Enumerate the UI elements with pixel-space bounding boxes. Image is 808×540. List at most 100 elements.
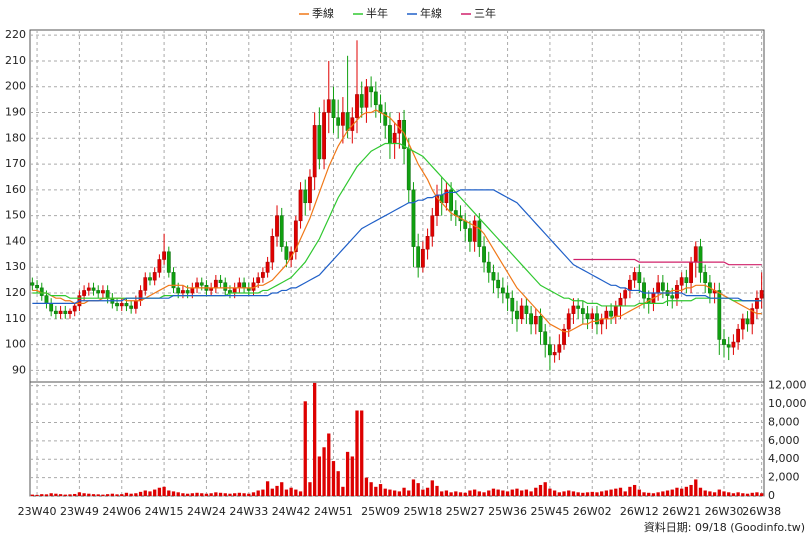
volume-bar xyxy=(270,488,274,496)
candle-body xyxy=(632,272,637,281)
volume-bar xyxy=(590,491,594,496)
candle-body xyxy=(411,189,416,247)
candle-body xyxy=(585,313,590,320)
ma-line xyxy=(32,189,762,304)
volume-bar xyxy=(750,492,754,496)
volume-bar xyxy=(214,492,218,496)
y-tick-label: 210 xyxy=(5,54,26,67)
candle-body xyxy=(317,125,322,160)
legend-label: 三年 xyxy=(474,6,496,20)
volume-bar xyxy=(49,493,53,496)
volume-bar xyxy=(416,483,420,496)
x-tick-label: 26W02 xyxy=(573,505,612,518)
volume-bar xyxy=(477,491,481,496)
volume-bar xyxy=(440,491,444,496)
candle-body xyxy=(722,339,726,345)
candle-body xyxy=(340,112,345,126)
candle-body xyxy=(392,132,397,144)
candle-body xyxy=(49,303,54,312)
volume-bar xyxy=(256,490,260,496)
volume-bar xyxy=(91,494,96,496)
x-tick-label: 25W45 xyxy=(530,505,569,518)
volume-bar xyxy=(430,480,434,496)
y-tick-label: 150 xyxy=(5,209,26,222)
candle-body xyxy=(359,94,364,108)
x-tick-label: 23W40 xyxy=(18,505,57,518)
x-tick-label: 26W38 xyxy=(742,505,781,518)
volume-bar xyxy=(708,491,712,496)
candle-body xyxy=(698,246,703,273)
volume-bar xyxy=(317,456,322,496)
volume-bar xyxy=(651,493,656,496)
volume-bar xyxy=(54,493,58,496)
candle-body xyxy=(218,279,223,283)
y-tick-label: 190 xyxy=(5,106,26,119)
candle-body xyxy=(538,315,543,332)
candle-body xyxy=(322,112,326,160)
volume-bar xyxy=(515,488,519,496)
volume-panel xyxy=(29,381,765,497)
volume-bar xyxy=(712,492,717,496)
volume-bar xyxy=(322,447,326,496)
volume-bar xyxy=(468,490,472,496)
volume-bar xyxy=(642,492,646,496)
volume-bar xyxy=(595,492,599,496)
volume-bar xyxy=(614,488,618,496)
candle-body xyxy=(326,99,331,113)
volume-bar xyxy=(138,491,143,496)
candle-body xyxy=(284,246,289,260)
volume-bar xyxy=(105,494,110,496)
volume-bar xyxy=(543,482,547,496)
volume-bar xyxy=(463,492,467,496)
candle-body xyxy=(515,310,519,320)
volume-bar xyxy=(458,492,463,496)
volume-bar xyxy=(717,489,721,496)
volume-bar xyxy=(280,482,284,496)
candle-body xyxy=(82,290,87,296)
candle-body xyxy=(152,272,157,281)
candle-body xyxy=(30,282,35,286)
volume-bar xyxy=(251,492,256,496)
candle-body xyxy=(171,272,176,289)
volume-bar xyxy=(195,492,199,496)
candle-body xyxy=(293,220,298,253)
candle-body xyxy=(223,282,228,291)
volume-bar xyxy=(472,489,477,496)
candle-body xyxy=(364,86,369,108)
candle-body xyxy=(642,282,646,299)
volume-bar xyxy=(124,492,129,496)
x-tick-label: 24W24 xyxy=(187,505,226,518)
x-tick-label: 23W49 xyxy=(60,505,99,518)
volume-bar xyxy=(529,491,533,496)
candle-body xyxy=(482,246,486,263)
volume-bar xyxy=(731,493,736,496)
volume-bar xyxy=(487,490,491,496)
y2-tick-label: 2,000 xyxy=(768,471,800,484)
candle-body xyxy=(486,261,491,273)
candle-body xyxy=(383,112,388,126)
volume-bar xyxy=(449,492,453,496)
candle-body xyxy=(660,282,665,291)
candle-body xyxy=(477,220,482,247)
volume-bar xyxy=(647,492,651,496)
volume-bar xyxy=(421,489,425,496)
candle-body xyxy=(185,290,190,294)
volume-bar xyxy=(308,482,312,496)
candle-body xyxy=(148,277,152,281)
volume-bar xyxy=(407,490,411,496)
candle-body xyxy=(420,248,425,268)
volume-bar xyxy=(661,491,665,496)
ma-line xyxy=(573,258,762,266)
candle-body xyxy=(270,236,275,263)
candle-body xyxy=(181,290,185,294)
y2-tick-label: 8,000 xyxy=(768,415,800,428)
volume-bar xyxy=(393,490,397,496)
volume-bar xyxy=(185,493,190,496)
candle-body xyxy=(505,292,510,299)
volume-bar xyxy=(120,494,124,496)
candle-body xyxy=(373,91,378,106)
candle-body xyxy=(261,272,265,278)
candle-body xyxy=(580,308,585,314)
candle-body xyxy=(138,290,143,302)
candle-body xyxy=(166,251,171,273)
